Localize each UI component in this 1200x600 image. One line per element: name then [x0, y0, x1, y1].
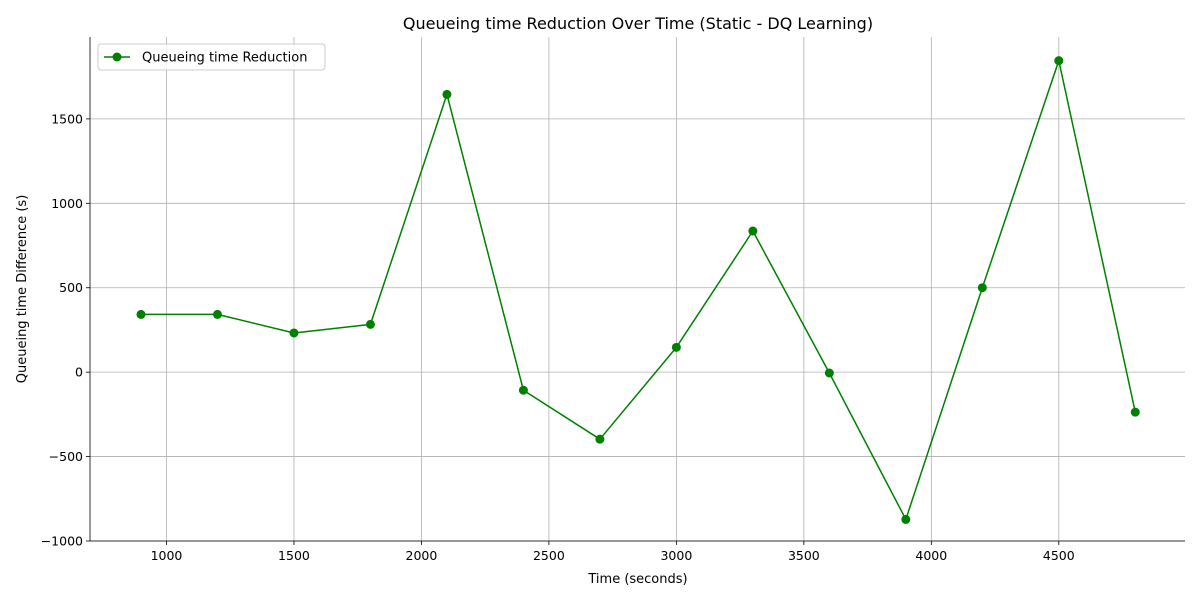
- chart-title: Queueing time Reduction Over Time (Stati…: [403, 14, 873, 33]
- data-point: [1054, 56, 1064, 66]
- y-tick-label: 1000: [51, 196, 83, 211]
- y-tick-label: −500: [49, 449, 83, 464]
- x-tick-label: 1500: [278, 548, 310, 563]
- data-point: [289, 328, 299, 338]
- data-point: [824, 368, 834, 378]
- data-point: [136, 309, 146, 319]
- ticks: 1000 1500 2000 2500 3000 3500 4000 4500 −1000 −50…: [41, 111, 1075, 563]
- y-tick-label: 1500: [51, 111, 83, 126]
- series-line: [140, 59, 1137, 521]
- legend: Queueing time Reduction: [97, 43, 326, 71]
- data-point: [595, 434, 605, 444]
- legend-label: Queueing time Reduction: [142, 51, 307, 66]
- y-tick-label: 500: [59, 280, 83, 295]
- x-tick-label: 3000: [660, 548, 692, 563]
- x-axis-label: Time (seconds): [587, 572, 687, 587]
- x-tick-label: 1000: [151, 548, 183, 563]
- y-tick-label: 0: [75, 365, 83, 380]
- data-point: [442, 89, 452, 99]
- data-point: [1130, 407, 1140, 417]
- data-point: [518, 385, 528, 395]
- data-point: [977, 283, 987, 293]
- x-tick-label: 4500: [1043, 548, 1075, 563]
- legend-marker: [112, 52, 122, 62]
- data-point: [365, 319, 375, 329]
- y-tick-label: −1000: [41, 534, 83, 549]
- data-point: [212, 309, 222, 319]
- x-tick-label: 2500: [533, 548, 565, 563]
- data-point: [748, 226, 758, 236]
- series: [136, 56, 1140, 524]
- axes: [89, 37, 1185, 542]
- y-axis-label: Queueing time Difference (s): [15, 195, 30, 384]
- legend-box: [97, 43, 326, 71]
- grid: [90, 37, 1185, 542]
- x-tick-label: 3500: [788, 548, 820, 563]
- x-tick-label: 4000: [915, 548, 947, 563]
- x-tick-label: 2000: [406, 548, 438, 563]
- data-point: [901, 514, 911, 524]
- data-point: [671, 342, 681, 352]
